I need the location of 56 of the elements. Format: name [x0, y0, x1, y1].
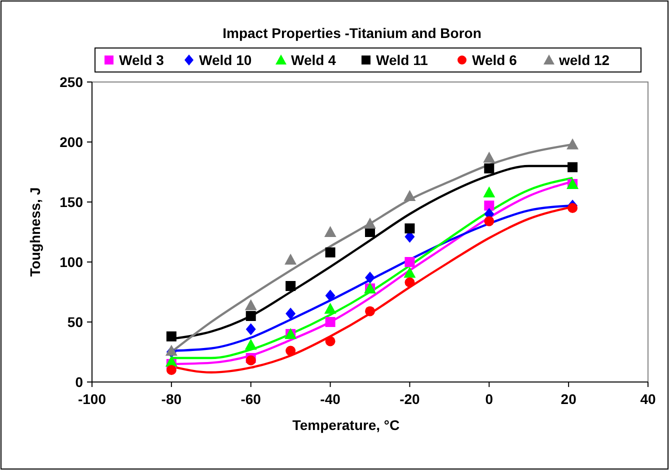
point — [244, 338, 257, 350]
point — [284, 254, 297, 265]
point — [286, 281, 296, 291]
legend-label: Weld 6 — [472, 52, 518, 68]
point — [246, 355, 256, 366]
point — [325, 336, 336, 346]
point — [365, 272, 375, 284]
y-tick-label: 0 — [75, 374, 84, 390]
point — [568, 162, 578, 172]
x-tick-label: -60 — [240, 391, 262, 407]
x-axis-title: Temperature, °C — [292, 417, 400, 433]
point — [404, 190, 416, 201]
legend-label: weld 12 — [558, 52, 610, 68]
point — [166, 365, 176, 375]
point — [244, 299, 257, 310]
y-tick-label: 150 — [60, 194, 84, 210]
x-tick-label: -80 — [161, 391, 182, 407]
point — [325, 247, 336, 258]
x-tick-label: 40 — [640, 391, 656, 407]
point — [324, 302, 336, 314]
legend-label: Weld 11 — [376, 52, 428, 68]
point — [286, 308, 296, 320]
point — [325, 290, 336, 302]
y-tick-label: 200 — [60, 134, 84, 150]
y-tick-label: 50 — [67, 314, 84, 330]
x-tick-label: 0 — [485, 391, 494, 407]
x-tick-label: -100 — [78, 391, 106, 407]
x-tick-label: -20 — [400, 391, 420, 407]
legend-label: Weld 10 — [199, 52, 252, 68]
x-tick-label: 20 — [560, 391, 577, 407]
y-tick-label: 250 — [60, 74, 84, 90]
point — [483, 152, 496, 163]
point — [364, 218, 376, 229]
point — [484, 216, 494, 226]
point — [483, 186, 496, 198]
point — [404, 223, 415, 234]
point — [404, 277, 415, 288]
y-axis-title: Toughness, J — [27, 187, 43, 277]
point — [246, 323, 256, 336]
legend-label: Weld 4 — [291, 52, 336, 68]
point — [404, 257, 415, 267]
point — [246, 311, 256, 321]
point — [568, 203, 578, 213]
y-tick-label: 100 — [60, 254, 84, 270]
point — [325, 317, 336, 327]
point — [365, 306, 375, 316]
point — [484, 200, 494, 211]
point — [286, 346, 296, 356]
point — [484, 163, 494, 174]
point — [324, 226, 336, 237]
point — [166, 331, 176, 342]
point — [566, 138, 579, 150]
x-tick-label: -40 — [320, 391, 341, 407]
legend-label: Weld 3 — [119, 52, 164, 68]
point — [404, 266, 416, 278]
chart-title: Impact Properties -Titanium and Boron — [222, 25, 482, 41]
